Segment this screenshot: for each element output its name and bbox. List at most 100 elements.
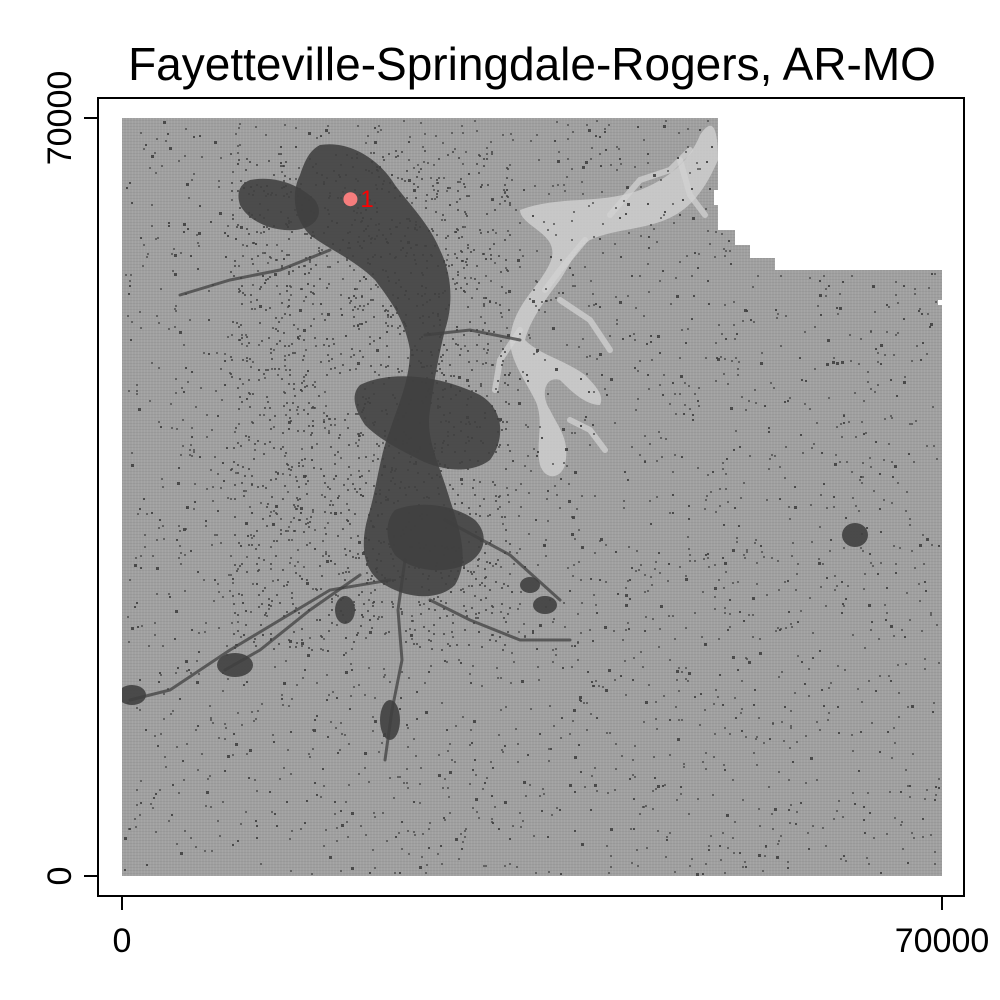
developed-pixel — [274, 273, 277, 276]
developed-pixel — [280, 162, 282, 164]
developed-pixel — [361, 220, 363, 222]
developed-pixel — [322, 555, 324, 557]
developed-pixel — [631, 275, 633, 277]
developed-pixel — [427, 578, 429, 580]
developed-pixel — [879, 675, 881, 677]
developed-pixel — [454, 231, 456, 233]
developed-pixel — [372, 299, 374, 301]
developed-pixel — [197, 242, 199, 244]
developed-pixel — [545, 539, 547, 541]
developed-pixel — [390, 316, 392, 318]
developed-pixel — [397, 297, 399, 299]
developed-pixel — [283, 682, 286, 685]
developed-pixel — [301, 204, 303, 206]
developed-pixel — [231, 182, 233, 184]
developed-pixel — [373, 340, 375, 342]
developed-pixel — [378, 553, 380, 555]
developed-pixel — [545, 606, 547, 608]
developed-pixel — [909, 796, 911, 798]
developed-pixel — [217, 473, 219, 475]
developed-pixel — [789, 518, 791, 520]
developed-pixel — [897, 332, 899, 334]
developed-pixel — [739, 446, 741, 448]
developed-pixel — [312, 231, 314, 233]
developed-pixel — [506, 487, 508, 489]
developed-pixel — [365, 537, 367, 539]
developed-pixel — [446, 546, 448, 548]
developed-pixel — [594, 767, 596, 769]
developed-pixel — [550, 748, 552, 750]
developed-pixel — [651, 584, 653, 586]
developed-pixel — [421, 350, 423, 352]
developed-pixel — [805, 380, 807, 382]
developed-pixel — [231, 376, 233, 378]
developed-pixel — [722, 557, 724, 559]
developed-pixel — [379, 489, 381, 491]
developed-pixel — [505, 292, 507, 294]
developed-pixel — [301, 578, 303, 580]
developed-pixel — [190, 837, 192, 839]
developed-pixel — [379, 337, 381, 339]
developed-pixel — [452, 622, 454, 624]
developed-pixel — [275, 194, 277, 196]
developed-pixel — [504, 382, 506, 384]
developed-pixel — [456, 228, 458, 230]
developed-pixel — [358, 457, 360, 459]
developed-pixel — [331, 622, 333, 624]
developed-pixel — [449, 771, 452, 774]
developed-pixel — [345, 335, 347, 337]
developed-pixel — [270, 194, 272, 196]
developed-pixel — [730, 407, 733, 410]
developed-pixel — [705, 208, 707, 210]
developed-pixel — [791, 626, 793, 628]
developed-pixel — [403, 533, 405, 535]
developed-pixel — [339, 176, 341, 178]
developed-pixel — [777, 560, 779, 562]
developed-pixel — [639, 813, 641, 815]
developed-pixel — [275, 328, 277, 330]
developed-pixel — [238, 423, 240, 425]
developed-pixel — [896, 222, 898, 224]
developed-pixel — [376, 571, 378, 573]
developed-pixel — [358, 470, 360, 472]
developed-pixel — [682, 199, 684, 201]
developed-pixel — [647, 153, 649, 155]
developed-pixel — [834, 463, 837, 466]
developed-pixel — [244, 182, 246, 184]
developed-pixel — [376, 166, 378, 168]
developed-pixel — [361, 323, 363, 325]
developed-pixel — [593, 236, 595, 238]
developed-pixel — [162, 645, 164, 647]
developed-pixel — [648, 684, 650, 686]
developed-pixel — [843, 547, 845, 549]
developed-pixel — [309, 521, 311, 523]
developed-pixel — [495, 232, 497, 234]
developed-pixel — [382, 183, 384, 185]
developed-pixel — [362, 356, 364, 358]
developed-pixel — [446, 615, 448, 617]
developed-pixel — [439, 368, 441, 370]
water-branch — [542, 237, 588, 293]
developed-pixel — [549, 599, 551, 601]
developed-pixel — [838, 800, 840, 802]
developed-pixel — [522, 820, 524, 822]
developed-cluster — [238, 178, 319, 231]
developed-pixel — [346, 154, 348, 156]
developed-pixel — [346, 257, 348, 259]
developed-pixel — [240, 324, 242, 326]
developed-pixel — [669, 754, 671, 756]
developed-pixel — [301, 390, 303, 392]
developed-pixel — [869, 812, 871, 814]
developed-pixel — [358, 684, 360, 686]
developed-pixel — [704, 709, 706, 711]
developed-pixel — [429, 443, 431, 445]
developed-pixel — [309, 542, 311, 544]
developed-pixel — [753, 704, 755, 706]
developed-pixel — [716, 357, 718, 359]
developed-pixel — [136, 804, 138, 806]
developed-pixel — [734, 507, 736, 509]
developed-pixel — [702, 873, 704, 875]
developed-pixel — [143, 148, 145, 150]
developed-pixel — [310, 196, 312, 198]
developed-pixel — [293, 383, 295, 385]
